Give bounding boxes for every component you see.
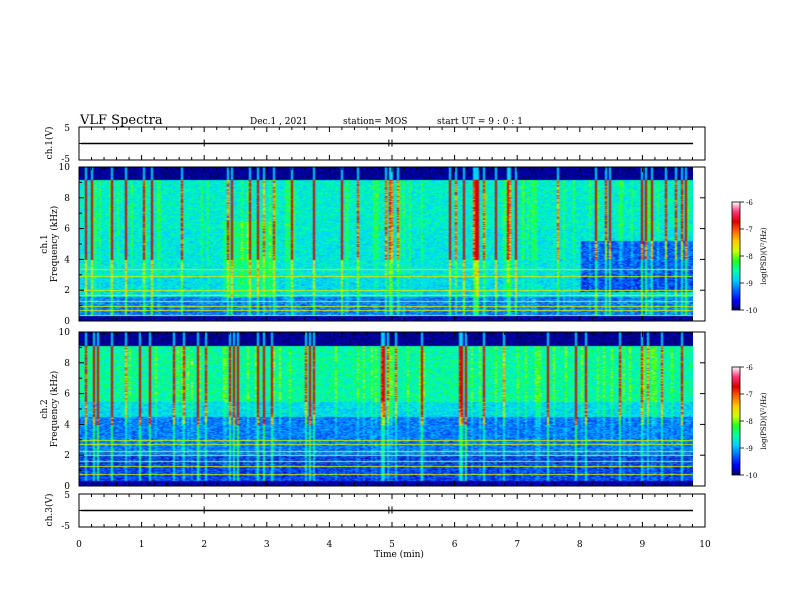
frequency-tick-label: 6 (64, 225, 70, 235)
time-axis-label: Time (min) (374, 549, 424, 560)
colorbar-tick-label: -10 (746, 472, 757, 480)
ch1-spectrogram-panel: 0 2 4 6 8 10 ch.1 Frequency (kHz) (40, 163, 706, 327)
frequency-tick-label: 0 (64, 482, 70, 492)
frequency-tick-label: 2 (64, 286, 70, 296)
ch1-voltage-panel: ch.1(V) 5 -5 (44, 124, 706, 165)
ch1-colorbar: -6 -7 -8 -9 -10 log(PSD)(V²/Hz) (731, 199, 768, 315)
time-tick-label: 4 (327, 540, 333, 550)
frequency-tick-label: 8 (64, 194, 70, 204)
ch1-colorbar-scale (731, 201, 741, 311)
time-tick-label: 7 (514, 540, 520, 550)
colorbar-tick-label: -7 (746, 391, 753, 399)
station-label: station= MOS (343, 117, 407, 127)
ch1-frequency-ylabel: Frequency (kHz) (49, 206, 60, 283)
ch2-spectrogram-image (79, 332, 693, 486)
date-label: Dec.1 , 2021 (250, 117, 308, 127)
ch3-voltage-panel: ch.3(V) 5 -5 (44, 491, 706, 532)
frequency-tick-label: 4 (64, 255, 70, 265)
time-axis: 0 1 2 3 4 5 6 7 8 9 10 (76, 540, 711, 550)
ch3-voltage-ylabel: ch.3(V) (44, 494, 55, 527)
time-tick-label: 10 (699, 540, 711, 550)
colorbar-tick-label: -7 (746, 226, 753, 234)
ch1-channel-label: ch.1 (40, 234, 50, 253)
time-tick-label: 1 (139, 540, 145, 550)
frequency-tick-label: 8 (64, 359, 70, 369)
start-time-label: start UT = 9 : 0 : 1 (437, 117, 523, 127)
ch2-frequency-ylabel: Frequency (kHz) (49, 371, 60, 448)
ch1-spectrogram-image (79, 167, 693, 321)
time-tick-label: 3 (264, 540, 270, 550)
colorbar-tick-label: -6 (746, 199, 753, 207)
time-tick-label: 9 (640, 540, 646, 550)
colorbar-tick-label: -8 (746, 253, 753, 261)
frequency-tick-label: 6 (64, 390, 70, 400)
colorbar-tick-label: -9 (746, 280, 753, 288)
frequency-tick-label: 4 (64, 420, 70, 430)
ch1-voltage-ylabel: ch.1(V) (44, 127, 55, 160)
ch3-voltage-tick-top: 5 (64, 491, 70, 501)
colorbar-tick-label: -8 (746, 418, 753, 426)
ch1-voltage-tick-top: 5 (64, 124, 70, 134)
colorbar-tick-label: -10 (746, 307, 757, 315)
ch2-colorbar-scale (731, 366, 741, 476)
ch3-voltage-tick-bottom: -5 (61, 522, 70, 532)
frequency-tick-label: 10 (59, 163, 71, 173)
time-tick-label: 8 (577, 540, 583, 550)
colorbar-tick-label: -9 (746, 445, 753, 453)
time-tick-label: 2 (201, 540, 207, 550)
ch2-colorbar-label: log(PSD)(V²/Hz) (760, 392, 768, 449)
ch2-colorbar: -6 -7 -8 -9 -10 log(PSD)(V²/Hz) (731, 364, 768, 480)
frequency-tick-label: 2 (64, 451, 70, 461)
time-tick-label: 5 (389, 540, 395, 550)
ch2-spectrogram-panel: 0 2 4 6 8 10 ch.2 Frequency (kHz) (40, 328, 706, 492)
ch1-voltage-tick-bottom: -5 (61, 155, 70, 165)
figure-title: VLF Spectra (79, 113, 163, 128)
frequency-tick-label: 0 (64, 317, 70, 327)
frequency-tick-label: 10 (59, 328, 71, 338)
ch2-channel-label: ch.2 (40, 399, 50, 418)
ch1-colorbar-label: log(PSD)(V²/Hz) (760, 227, 768, 284)
time-tick-label: 6 (452, 540, 458, 550)
time-tick-label: 0 (76, 540, 82, 550)
colorbar-tick-label: -6 (746, 364, 753, 372)
